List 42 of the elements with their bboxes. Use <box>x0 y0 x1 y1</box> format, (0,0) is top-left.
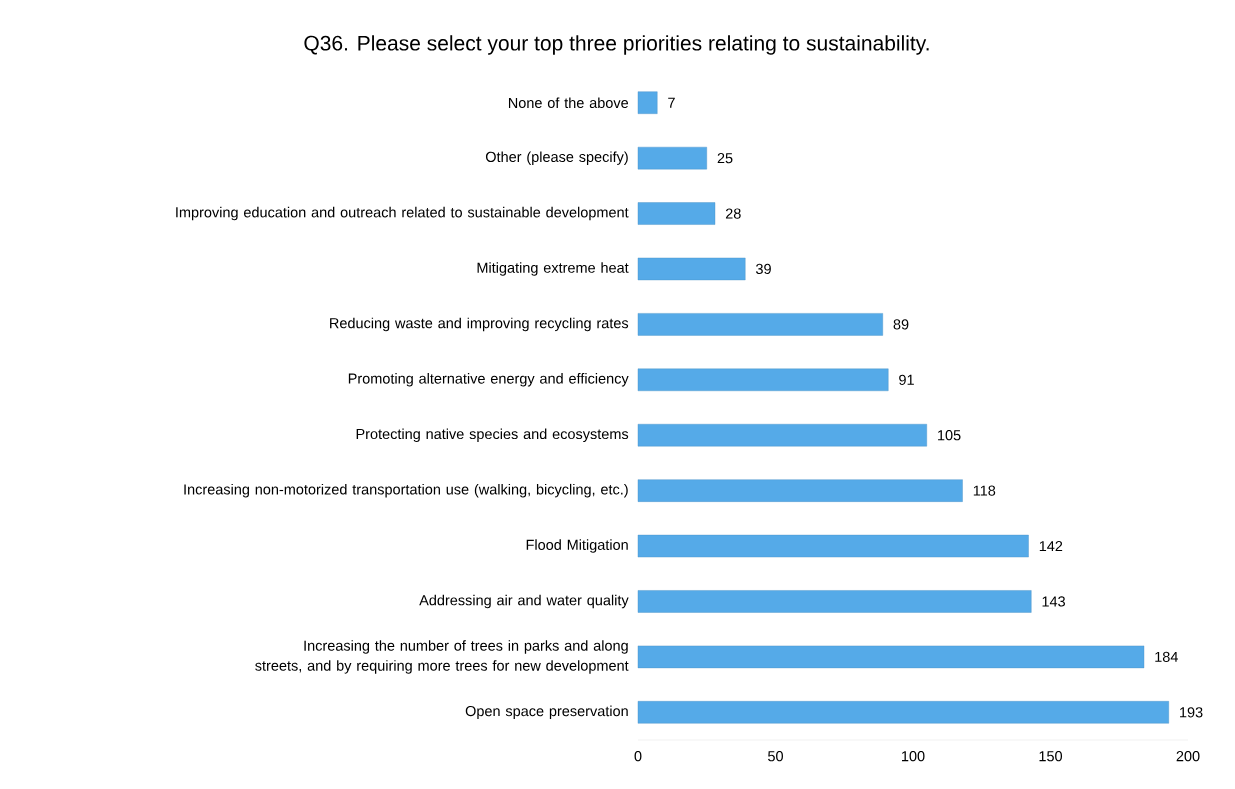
data-label: 184 <box>1155 651 1178 663</box>
data-label: 118 <box>973 485 996 496</box>
y-tick-label: Addressing air and water quality <box>419 594 629 609</box>
bar <box>637 534 1029 558</box>
bar <box>637 645 1145 669</box>
bar <box>637 91 658 114</box>
data-label: 91 <box>899 374 914 385</box>
bar <box>637 424 927 447</box>
bar <box>637 701 1169 724</box>
y-tick-label: Improving education and outreach related to sustainable development <box>176 206 629 221</box>
y-tick-label: Increasing the number of trees in parks and along streets, and by requiring more trees for new development <box>255 640 629 674</box>
data-label: 105 <box>938 430 961 441</box>
bar <box>637 257 746 281</box>
chart-title: Q36. Please select your top three priorities relating to sustainability. <box>304 35 929 55</box>
data-label: 143 <box>1042 596 1065 607</box>
y-tick-label: Promoting alternative energy and efficiency <box>348 373 629 387</box>
x-tick-label: 150 <box>1039 751 1063 762</box>
bar <box>637 590 1032 613</box>
y-tick-label: Reducing waste and improving recycling rates <box>330 317 629 332</box>
y-tick-label: Other (please specify) <box>485 151 628 165</box>
data-label: 89 <box>893 319 909 330</box>
data-label: 142 <box>1039 540 1063 552</box>
x-tick-label: 50 <box>768 751 783 762</box>
data-label: 28 <box>725 208 741 219</box>
bar <box>637 202 716 225</box>
bar <box>637 479 963 502</box>
y-tick-label: None of the above <box>508 97 629 109</box>
y-tick-label: Increasing non-motorized transportation use (walking, bicycling, etc.) <box>184 483 628 498</box>
data-label: 25 <box>717 152 733 164</box>
x-tick-label: 0 <box>634 751 642 762</box>
data-label: 193 <box>1180 707 1203 718</box>
data-label: 7 <box>668 97 675 108</box>
y-tick-label: Open space preservation <box>465 705 628 720</box>
bar <box>637 146 707 170</box>
y-tick-label: Protecting native species and ecosystems <box>356 428 629 442</box>
data-label: 39 <box>756 263 771 275</box>
bar <box>637 313 883 336</box>
x-tick-label: 100 <box>902 751 925 762</box>
x-tick-label: 200 <box>1176 751 1200 762</box>
y-tick-label: Flood Mitigation <box>526 539 628 553</box>
bar <box>637 368 889 391</box>
y-tick-label: Mitigating extreme heat <box>477 262 629 276</box>
